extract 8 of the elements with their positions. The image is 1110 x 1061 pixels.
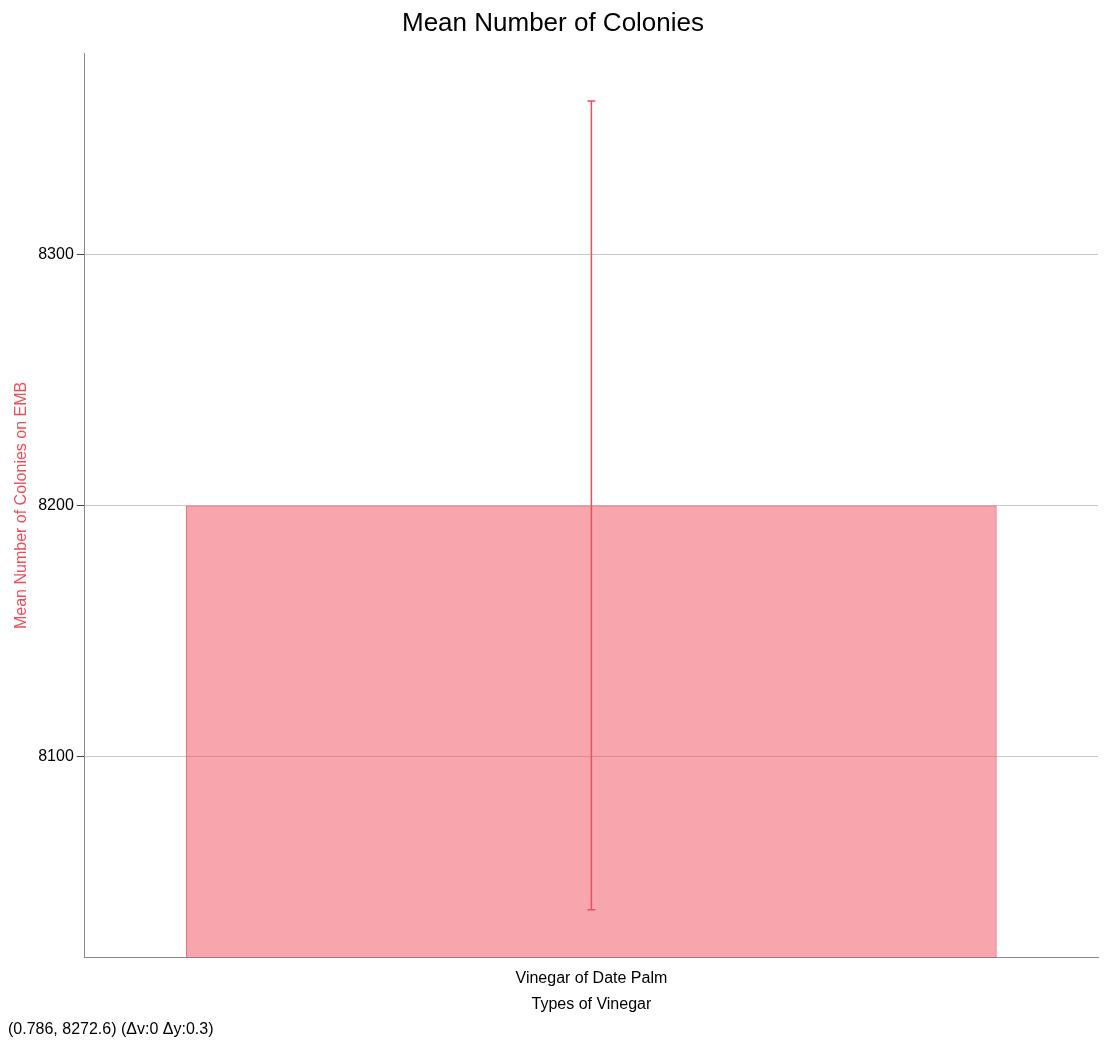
y-tick-label: 8100 (38, 747, 74, 765)
text: (0.786, 8272.6) (Δv:0 Δy:0.3) (8, 1020, 215, 1038)
chart-title: Mean Number of Colonies (401, 6, 705, 37)
y-tick-label: 8300 (38, 244, 74, 262)
x-tick-label: Vinegar of Date Palm (515, 968, 668, 986)
y-axis-title: Mean Number of Colonies on EMB (12, 381, 30, 630)
x-axis-title: Types of Vinegar (531, 994, 652, 1012)
y-tick-label: 8200 (38, 495, 74, 513)
